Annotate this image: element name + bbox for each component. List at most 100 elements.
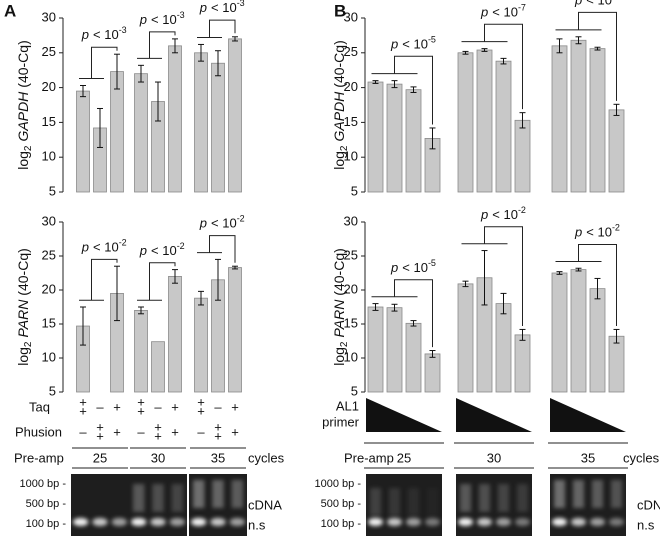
p-symbol: p [81, 240, 89, 255]
condition-mark: + [137, 394, 145, 409]
error-bar [575, 36, 582, 45]
significance-bracket [79, 258, 118, 301]
gel-band [406, 518, 421, 526]
p-value: p < 10-2 [81, 238, 127, 255]
bar [151, 341, 165, 393]
y-tick-label: 30 [42, 213, 56, 228]
p-value: p < 10-3 [199, 0, 245, 16]
gel-band [150, 518, 166, 526]
error-bar [556, 271, 563, 275]
y-tick-label: 25 [344, 44, 358, 59]
condition-mark: + [231, 424, 239, 439]
y-tick-label: 5 [49, 183, 56, 198]
y-axis-label: log2 PARN (40-Cq) [331, 248, 350, 366]
panel-label: B [334, 1, 346, 20]
bar [228, 38, 242, 193]
error-bar [429, 127, 436, 150]
y-label-sub: 2 [23, 341, 34, 347]
error-bar [410, 320, 417, 327]
p-symbol: p [480, 5, 488, 20]
error-bar [613, 328, 620, 344]
gel-band [590, 518, 605, 526]
condition-mark: + [197, 394, 205, 409]
p-symbol: p [480, 207, 488, 222]
bar [194, 52, 208, 193]
significance-bracket [79, 46, 118, 80]
error-bar [80, 85, 86, 98]
gel-image [366, 474, 442, 536]
preamp-cycle: 35 [581, 450, 595, 465]
error-bar [155, 81, 161, 122]
y-tick-label: 30 [344, 213, 358, 228]
gel-smear [408, 488, 419, 516]
bar [608, 335, 625, 393]
p-value: p < 10-3 [81, 26, 127, 43]
p-text: < 10 [151, 12, 177, 27]
y-label-prefix: log [331, 151, 347, 170]
p-value: p < 10-2 [574, 223, 620, 240]
bar [457, 283, 474, 393]
y-tick-label: 15 [42, 114, 56, 129]
condition-label: Taq [29, 399, 50, 414]
error-bar [462, 50, 469, 55]
gel-smear [171, 484, 183, 512]
y-label-prefix: log [331, 347, 347, 366]
y-axis-label: log2 GAPDH (40-Cq) [15, 40, 34, 170]
p-value: p < 10-3 [139, 10, 185, 27]
p-text: < 10 [586, 225, 612, 240]
y-label-gene: GAPDH [331, 91, 347, 142]
p-symbol: p [199, 1, 207, 16]
gel-smear [212, 480, 224, 508]
condition-mark: + [171, 424, 179, 439]
gel-smear [427, 488, 438, 516]
significance-bracket [197, 235, 236, 263]
error-bar [372, 303, 379, 311]
gel-smear [554, 480, 565, 508]
p-symbol: p [199, 216, 207, 231]
p-exponent: -5 [428, 258, 436, 268]
error-bar [198, 290, 204, 306]
y-label-gene: GAPDH [15, 91, 31, 142]
y-tick-label: 20 [344, 79, 358, 94]
bar [134, 309, 148, 393]
p-symbol: p [81, 28, 89, 43]
bar [367, 81, 384, 193]
condition-mark: + [214, 419, 222, 434]
condition-mark: + [231, 399, 239, 414]
gel-smear [611, 480, 622, 508]
condition-mark: – [214, 399, 222, 414]
condition-mark: – [96, 399, 104, 414]
p-symbol: p [390, 37, 398, 52]
bar [495, 303, 512, 393]
y-tick-label: 10 [42, 349, 56, 364]
condition-mark: + [79, 403, 87, 418]
p-exponent: -7 [518, 3, 526, 13]
p-text: < 10 [211, 1, 237, 16]
preamp-cycle: 35 [211, 450, 225, 465]
bar [168, 45, 182, 193]
error-bar [215, 258, 221, 301]
gel-band [515, 518, 530, 526]
gel-image [456, 474, 532, 536]
y-label-unit: (40-Cq) [15, 40, 31, 87]
preamp-label: Pre-amp [344, 450, 394, 465]
primer-gradient [456, 398, 532, 432]
significance-bracket [461, 226, 523, 327]
error-bar [372, 80, 379, 84]
p-text: < 10 [211, 216, 237, 231]
p-value: p < 10-5 [390, 35, 436, 52]
error-bar [138, 64, 144, 83]
error-bar [575, 267, 582, 272]
p-text: < 10 [93, 28, 119, 43]
y-tick-label: 20 [42, 281, 56, 296]
y-tick-label: 30 [42, 9, 56, 24]
bar [514, 334, 531, 393]
bar [211, 62, 225, 193]
bar [589, 48, 606, 193]
condition-mark: – [137, 424, 145, 439]
error-bar [519, 328, 526, 341]
p-value: p < 10-2 [480, 205, 526, 222]
bar [228, 267, 242, 393]
bar [194, 297, 208, 393]
bar [551, 272, 568, 393]
